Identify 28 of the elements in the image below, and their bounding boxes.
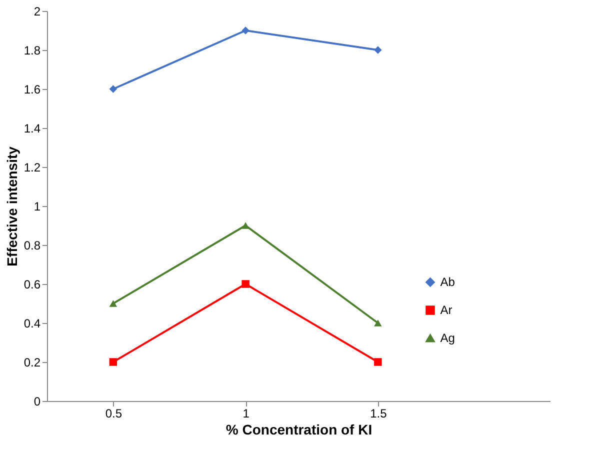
- legend-label: Ab: [440, 275, 456, 290]
- point: [374, 320, 382, 326]
- point: [374, 358, 382, 366]
- x-tick-label: 1: [242, 406, 250, 420]
- y-axis-title: Effective intensity: [4, 146, 20, 266]
- y-tick-label: 0.4: [24, 316, 41, 330]
- y-tick-label: 1.4: [24, 122, 41, 136]
- point: [109, 85, 118, 93]
- y-tick-label: 0.2: [24, 356, 41, 370]
- y-tick-label: 0.6: [24, 278, 41, 292]
- legend-label: Ag: [440, 331, 455, 346]
- point: [109, 358, 118, 366]
- point: [242, 26, 250, 34]
- y-tick-label: 2: [34, 4, 41, 18]
- x-tick-label: 0.5: [105, 406, 122, 420]
- point: [242, 280, 250, 288]
- x-tick-label: 1.5: [370, 406, 388, 420]
- point: [242, 222, 250, 229]
- y-tick-label: 1.8: [24, 44, 41, 58]
- point: [374, 46, 382, 54]
- point: [109, 300, 118, 307]
- x-axis-title: % Concentration of KI: [226, 422, 372, 438]
- y-tick-label: 0.8: [24, 238, 41, 252]
- y-tick-label: 1.2: [24, 160, 41, 174]
- y-tick-label: 1.6: [24, 82, 41, 96]
- legend-label: Ar: [440, 303, 452, 318]
- y-tick-label: 0: [34, 394, 41, 408]
- y-tick-label: 1: [34, 200, 41, 214]
